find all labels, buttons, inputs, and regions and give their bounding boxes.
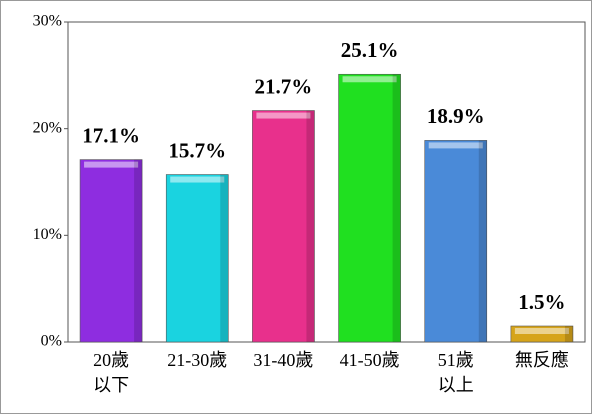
value-label: 15.7%: [168, 138, 226, 162]
bar-shade: [392, 74, 401, 343]
bar: [252, 110, 315, 343]
bar-highlight: [170, 176, 225, 183]
bar-highlight: [428, 142, 483, 149]
bar: [338, 73, 401, 343]
y-tick-label: 0%: [41, 333, 62, 350]
x-tick-label: 31-40歲: [253, 350, 313, 370]
bar-shade: [564, 326, 573, 342]
y-tick-label: 20%: [33, 119, 62, 136]
bar-highlight: [514, 328, 569, 334]
x-tick-label: 41-50歲: [340, 350, 400, 370]
x-tick-label: 以上: [438, 375, 474, 395]
bar-shade: [306, 110, 315, 343]
value-label: 25.1%: [341, 38, 399, 62]
bar-highlight: [342, 76, 397, 83]
y-tick-label: 30%: [33, 13, 62, 30]
bar-highlight: [256, 112, 311, 119]
bar: [165, 174, 229, 343]
value-label: 18.9%: [427, 104, 485, 128]
value-label: 17.1%: [82, 123, 140, 147]
bar-highlight: [84, 161, 139, 168]
bar-shade: [220, 174, 229, 342]
y-tick-label: 10%: [33, 226, 62, 243]
x-tick-label: 20歲: [93, 350, 129, 370]
bar: [79, 159, 143, 343]
bar: [424, 140, 488, 343]
value-label: 1.5%: [518, 290, 565, 314]
bar-shade: [478, 140, 487, 342]
x-tick-label: 21-30歲: [167, 350, 227, 370]
x-tick-label: 無反應: [515, 349, 569, 370]
x-tick-label: 以下: [93, 375, 129, 395]
value-label: 21.7%: [255, 74, 313, 98]
x-tick-label: 51歲: [438, 350, 474, 370]
plot-area: [67, 21, 586, 343]
bar-shade: [134, 159, 143, 342]
